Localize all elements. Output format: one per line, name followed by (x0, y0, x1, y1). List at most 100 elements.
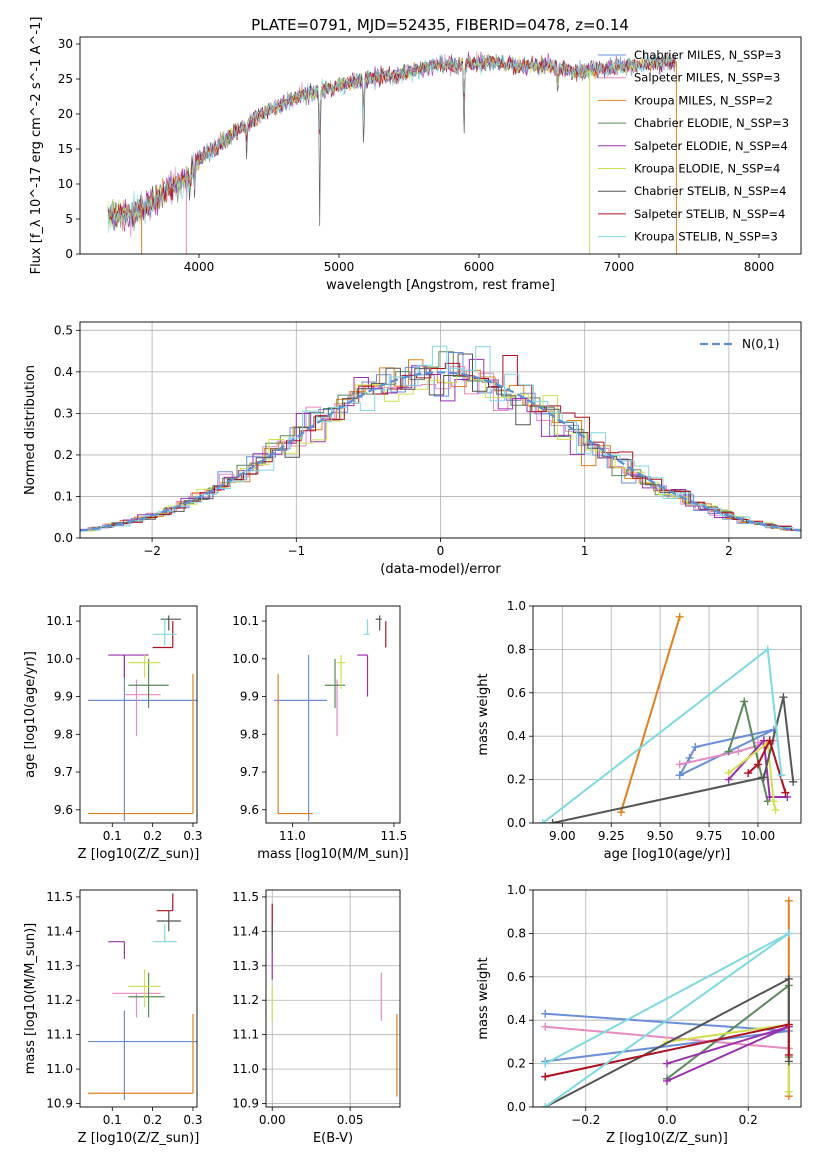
y-tick-label: 0.4 (54, 365, 73, 379)
axes: 11.0 11.5 9.6 9.7 9.8 9.9 10.0 10.1 mass [log10(… (232, 605, 409, 862)
legend-entry: Kroupa MILES, N_SSP=2 (634, 93, 773, 107)
y-tick-label: 9.8 (240, 727, 259, 741)
mass-weight-series (552, 696, 795, 823)
y-tick-label: 0.1 (54, 489, 73, 503)
y-tick-label: 0.0 (507, 816, 526, 830)
errorbar-point (152, 619, 177, 646)
x-tick-label: −1 (287, 544, 305, 558)
errorbar-point (337, 655, 346, 690)
mass-weight-marker (541, 1059, 550, 1068)
mass-weight-marker (685, 753, 694, 762)
y-tick-label: 10.9 (46, 1097, 73, 1111)
errorbar-point (277, 673, 313, 815)
x-tick-label: 1 (581, 544, 589, 558)
axes-frame (532, 605, 802, 824)
x-axis-label: wavelength [Angstrom, rest frame] (326, 278, 555, 293)
spectrum-series-line (107, 52, 677, 233)
y-tick-label: 9.9 (240, 690, 259, 704)
mass-weight-series (727, 740, 777, 811)
errorbar-point (324, 658, 346, 708)
panel-age_vs_Z: 0.1 0.2 0.3 9.6 9.7 9.8 9.9 10.0 10.1 Z [log10(Z/… (23, 605, 203, 862)
x-axis-label: Z [log10(Z/Z_sun)] (606, 1131, 728, 1146)
mass-weight-marker (759, 773, 768, 782)
mass-weight-marker (663, 1076, 671, 1085)
y-tick-label: 25 (58, 72, 73, 86)
x-axis-label: mass [log10(M/M_sun)] (257, 847, 409, 862)
plot-area (80, 345, 801, 532)
mass-weight-marker (765, 736, 774, 745)
errorbar-point (156, 893, 174, 912)
axes: −0.2 0.0 0.2 0.0 0.2 0.4 0.6 0.8 1.0 Z [log10(Z/Z… (476, 883, 802, 1146)
normal-curve (80, 371, 801, 532)
y-tick-label: 11.2 (232, 993, 259, 1007)
mass-weight-marker (777, 771, 786, 780)
y-tick-label: 11.2 (46, 993, 73, 1007)
y-tick-label: 10.0 (232, 652, 259, 666)
x-axis-label: age [log10(age/yr)] (604, 847, 731, 862)
y-tick-label: 11.5 (232, 890, 259, 904)
mass-weight-series (679, 739, 774, 766)
panel-residuals: −2 −1 0 1 2 0.0 0.1 0.2 0.3 0.4 0.5 (data-model)/er… (23, 321, 802, 577)
y-axis-label: mass weight (476, 673, 491, 755)
mass-weight-marker (771, 805, 780, 814)
x-tick-label: 0.00 (259, 1113, 286, 1127)
mass-weight-marker (675, 771, 684, 780)
errorbar-point (156, 910, 181, 932)
axes: 4000 5000 6000 7000 8000 0 5 10 15 20 25 30 waveleng… (29, 17, 802, 293)
x-tick-label: 0.2 (143, 829, 162, 843)
mass-weight-marker (753, 760, 762, 769)
errorbar-point (128, 969, 161, 1008)
mass-weight-series (620, 616, 681, 813)
axes: −2 −1 0 1 2 0.0 0.1 0.2 0.3 0.4 0.5 (data-model)/er… (23, 321, 802, 577)
x-axis-label: Z [log10(Z/Z_sun)] (78, 847, 200, 862)
x-tick-label: 9.00 (549, 829, 576, 843)
axes-frame (79, 321, 802, 539)
x-tick-label: 5000 (324, 260, 355, 274)
x-axis-label: E(B-V) (313, 1131, 353, 1146)
y-tick-label: 11.4 (232, 924, 259, 938)
y-tick-label: 0.2 (507, 773, 526, 787)
x-tick-label: 6000 (464, 260, 495, 274)
mass-weight-series (747, 737, 787, 793)
panel-mass_vs_Z: 0.1 0.2 0.3 10.9 11.0 11.1 11.2 11.3 11.4 11.5 Z [… (23, 889, 203, 1146)
mass-weight-marker (781, 788, 790, 797)
mass-weight-marker (779, 693, 788, 702)
mass-weight-marker (541, 1072, 550, 1081)
errorbar-point (128, 658, 169, 708)
y-axis-label: mass weight (476, 957, 491, 1039)
y-tick-label: 11.1 (46, 1028, 73, 1042)
y-axis-label: Normed distribution (23, 365, 38, 495)
plot-area (88, 893, 197, 1101)
x-tick-label: 0.05 (337, 1113, 364, 1127)
legend-entry: Chabrier ELODIE, N_SSP=3 (634, 116, 789, 130)
mass-weight-marker (663, 1059, 671, 1068)
mass-weight-marker (734, 747, 743, 756)
legend: N(0,1) (700, 337, 779, 351)
axes: 0.00 0.05 10.9 11.0 11.1 11.2 11.3 11.4 11.5 E(B-… (232, 889, 401, 1146)
errorbar-point (357, 654, 369, 697)
x-tick-label: 0.1 (103, 1113, 122, 1127)
y-tick-label: 1.0 (507, 599, 526, 613)
mass-weight-marker (784, 974, 793, 983)
legend-entry: Chabrier MILES, N_SSP=3 (634, 48, 781, 62)
x-tick-label: 0.2 (739, 1113, 758, 1127)
y-tick-label: 1.0 (507, 883, 526, 897)
x-axis-label: Z [log10(Z/Z_sun)] (78, 1131, 200, 1146)
y-tick-label: 11.4 (46, 924, 73, 938)
y-tick-label: 9.7 (54, 765, 73, 779)
errorbar-point (88, 1014, 194, 1094)
plot-area (274, 615, 387, 822)
errorbar-point (128, 655, 161, 678)
x-tick-label: 9.25 (598, 829, 625, 843)
mass-weight-marker (784, 1050, 793, 1059)
axes: 0.1 0.2 0.3 9.6 9.7 9.8 9.9 10.0 10.1 Z [log10(Z/… (23, 605, 203, 862)
mass-weight-marker (675, 760, 684, 769)
mass-weight-marker (541, 1022, 550, 1031)
axes-frame (79, 36, 802, 255)
axes-frame (532, 889, 802, 1108)
mass-weight-marker (784, 1087, 793, 1096)
legend-entry: Chabrier STELIB, N_SSP=4 (634, 184, 786, 198)
errorbar-point (88, 1010, 197, 1101)
axes-frame (79, 605, 198, 824)
y-tick-label: 10 (58, 177, 73, 191)
